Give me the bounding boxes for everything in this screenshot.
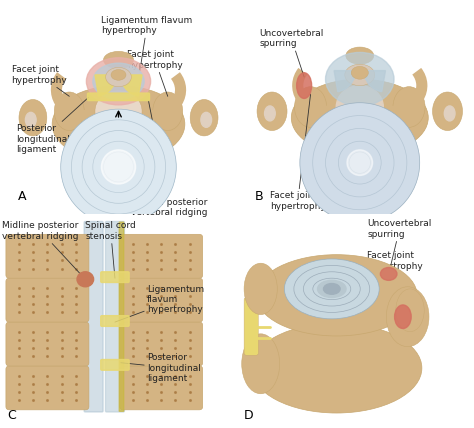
Ellipse shape xyxy=(103,51,134,68)
Circle shape xyxy=(77,272,94,287)
Text: Posterior
longitudinal
ligament: Posterior longitudinal ligament xyxy=(121,353,201,383)
Ellipse shape xyxy=(297,73,311,98)
Ellipse shape xyxy=(95,90,142,133)
Circle shape xyxy=(61,109,176,225)
Wedge shape xyxy=(95,75,116,96)
FancyBboxPatch shape xyxy=(88,93,149,101)
Ellipse shape xyxy=(433,92,463,131)
Text: Ligamentum
flavum
hypertrophy: Ligamentum flavum hypertrophy xyxy=(115,285,204,322)
Ellipse shape xyxy=(244,263,277,315)
Wedge shape xyxy=(334,71,356,92)
Ellipse shape xyxy=(294,87,327,128)
Text: Posterior
longitudinal
ligament: Posterior longitudinal ligament xyxy=(16,98,89,154)
Text: Facet joint
hypertrophy: Facet joint hypertrophy xyxy=(270,94,326,211)
FancyBboxPatch shape xyxy=(119,235,202,278)
Text: C: C xyxy=(7,409,16,422)
Ellipse shape xyxy=(284,259,379,319)
Text: B: B xyxy=(255,190,264,203)
FancyBboxPatch shape xyxy=(119,222,124,411)
Ellipse shape xyxy=(396,289,424,332)
Text: Ligamentum flavum
hypertrophy: Ligamentum flavum hypertrophy xyxy=(101,16,192,71)
Circle shape xyxy=(300,103,419,223)
Text: Uncovertebral
spurring: Uncovertebral spurring xyxy=(259,29,324,77)
Circle shape xyxy=(347,150,373,175)
Text: Uncovertebral
spurring: Uncovertebral spurring xyxy=(367,219,432,274)
Ellipse shape xyxy=(153,92,182,131)
FancyBboxPatch shape xyxy=(119,278,202,322)
Ellipse shape xyxy=(256,255,417,336)
FancyBboxPatch shape xyxy=(6,322,89,366)
Text: Midline posterior
vertebral ridging: Midline posterior vertebral ridging xyxy=(2,221,85,279)
Text: Facet joint
hypertrophy: Facet joint hypertrophy xyxy=(11,65,69,96)
Ellipse shape xyxy=(106,67,131,86)
Ellipse shape xyxy=(351,66,368,79)
FancyBboxPatch shape xyxy=(100,360,129,370)
FancyBboxPatch shape xyxy=(244,297,258,355)
Ellipse shape xyxy=(55,92,84,131)
FancyBboxPatch shape xyxy=(6,278,89,322)
Ellipse shape xyxy=(257,92,287,131)
Ellipse shape xyxy=(201,113,211,128)
Ellipse shape xyxy=(111,69,126,80)
Ellipse shape xyxy=(318,280,346,297)
Ellipse shape xyxy=(19,100,47,136)
FancyBboxPatch shape xyxy=(119,366,202,410)
Ellipse shape xyxy=(86,58,151,105)
FancyBboxPatch shape xyxy=(100,272,129,282)
Text: Facet joint
hypertrophy: Facet joint hypertrophy xyxy=(127,50,183,96)
Text: D: D xyxy=(244,409,254,422)
Ellipse shape xyxy=(444,106,455,121)
Ellipse shape xyxy=(264,106,275,121)
Ellipse shape xyxy=(26,113,36,128)
Text: A: A xyxy=(18,190,27,203)
FancyBboxPatch shape xyxy=(100,316,129,326)
Ellipse shape xyxy=(326,53,394,106)
Wedge shape xyxy=(121,75,142,96)
Ellipse shape xyxy=(393,87,425,128)
Circle shape xyxy=(101,150,136,184)
Text: Disc: Disc xyxy=(97,186,118,212)
Ellipse shape xyxy=(380,268,397,280)
Ellipse shape xyxy=(336,86,383,128)
Wedge shape xyxy=(364,71,385,92)
Ellipse shape xyxy=(386,287,429,347)
Text: Spinal cord
stenosis: Spinal cord stenosis xyxy=(85,221,136,278)
Ellipse shape xyxy=(251,323,422,413)
Ellipse shape xyxy=(52,86,185,163)
FancyBboxPatch shape xyxy=(84,222,103,412)
FancyBboxPatch shape xyxy=(6,366,89,410)
Text: Midline posterior
vertebral ridging: Midline posterior vertebral ridging xyxy=(131,101,208,217)
FancyBboxPatch shape xyxy=(6,235,89,278)
Ellipse shape xyxy=(190,100,218,136)
FancyBboxPatch shape xyxy=(105,222,124,412)
Ellipse shape xyxy=(242,334,280,394)
FancyBboxPatch shape xyxy=(119,322,202,366)
Ellipse shape xyxy=(346,47,374,64)
Ellipse shape xyxy=(345,64,375,86)
Ellipse shape xyxy=(394,305,411,329)
Text: Facet joint
hypertrophy: Facet joint hypertrophy xyxy=(367,251,423,310)
Ellipse shape xyxy=(292,79,428,156)
Ellipse shape xyxy=(93,63,144,100)
Ellipse shape xyxy=(323,284,340,294)
